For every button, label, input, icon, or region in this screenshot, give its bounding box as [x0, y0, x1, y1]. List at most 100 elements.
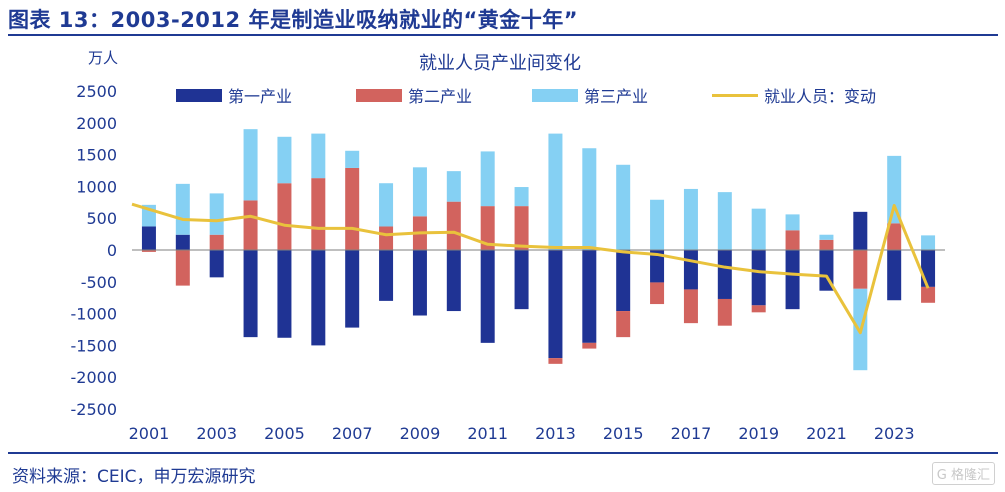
bar-segment — [921, 250, 936, 287]
bar-segment — [548, 358, 563, 364]
bar-segment — [683, 250, 698, 290]
x-tick-label: 2007 — [332, 424, 373, 443]
x-tick-label: 2023 — [874, 424, 915, 443]
bar-segment — [243, 250, 258, 338]
y-tick-label: 500 — [86, 209, 117, 228]
y-tick-label: -2500 — [71, 400, 118, 419]
bar-segment — [548, 133, 563, 250]
bar-segment — [345, 150, 360, 168]
bar-segment — [514, 206, 529, 250]
x-tick-label: 2021 — [806, 424, 847, 443]
bar-segment — [175, 234, 190, 250]
bar-segment — [141, 226, 156, 250]
footer-rule — [8, 452, 998, 454]
x-tick-label: 2005 — [264, 424, 305, 443]
bar-segment — [243, 200, 258, 250]
bar-segment — [548, 250, 563, 359]
employment-change-line — [131, 202, 930, 335]
bar-segment — [616, 164, 631, 250]
bar-segment — [209, 250, 224, 278]
y-tick-label: -2000 — [71, 368, 118, 387]
bar-segment — [277, 183, 292, 250]
bar-segment — [277, 136, 292, 184]
x-tick-label: 2019 — [738, 424, 779, 443]
x-tick-label: 2013 — [535, 424, 576, 443]
bar-segment — [311, 178, 326, 250]
bar-segment — [616, 250, 631, 312]
y-tick-label: -1000 — [71, 305, 118, 324]
bar-segment — [582, 250, 597, 343]
bar-segment — [717, 250, 732, 299]
y-tick-label: 1500 — [76, 146, 117, 165]
legend: 第一产业 第二产业 第三产业 就业人员：变动 — [176, 87, 876, 106]
line-layer — [131, 202, 930, 335]
bar-segment — [379, 226, 394, 250]
x-tick-label: 2011 — [467, 424, 508, 443]
title-rule — [8, 34, 998, 36]
bar-segment — [379, 250, 394, 301]
bar-segment — [717, 192, 732, 250]
bar-segment — [209, 234, 224, 250]
bar-segment — [785, 214, 800, 231]
bar-segment — [175, 183, 190, 235]
bar-segment — [650, 199, 665, 250]
watermark: G 格隆汇 — [931, 462, 995, 485]
bar-segment — [514, 187, 529, 207]
chart: 就业人员产业间变化 万人 第一产业 第二产业 第三产业 就业人员：变动 2500 200… — [71, 49, 945, 443]
legend-label: 就业人员：变动 — [764, 87, 876, 106]
y-axis: 2500 2000 1500 1000 500 0 -500 -1000 -1500 -2000 -… — [71, 82, 118, 419]
bars — [141, 129, 936, 371]
bar-segment — [650, 282, 665, 305]
bar-segment — [243, 129, 258, 201]
x-tick-label: 2017 — [671, 424, 712, 443]
bar-segment — [819, 239, 834, 250]
bar-segment — [751, 305, 766, 313]
bar-segment — [683, 289, 698, 324]
bar-segment — [480, 151, 495, 207]
legend-swatch — [532, 89, 578, 102]
chart-title: 就业人员产业间变化 — [419, 53, 581, 74]
y-tick-label: 2500 — [76, 82, 117, 101]
bar-segment — [582, 342, 597, 349]
y-tick-label: 2000 — [76, 114, 117, 133]
bar-segment — [480, 250, 495, 343]
bar-segment — [514, 250, 529, 310]
bar-segment — [311, 133, 326, 179]
bar-segment — [311, 250, 326, 346]
bar-segment — [412, 250, 427, 316]
bar-segment — [785, 250, 800, 310]
bar-segment — [751, 250, 766, 306]
legend-label: 第二产业 — [408, 87, 472, 106]
y-axis-unit: 万人 — [88, 49, 118, 67]
bar-segment — [853, 250, 868, 289]
bar-segment — [887, 155, 902, 224]
legend-swatch — [356, 89, 402, 102]
bar-segment — [650, 250, 665, 283]
bar-segment — [209, 193, 224, 235]
bar-segment — [819, 234, 834, 240]
bar-segment — [277, 250, 292, 338]
y-tick-label: 1000 — [76, 177, 117, 196]
bar-segment — [345, 250, 360, 328]
legend-swatch — [176, 89, 222, 102]
y-tick-label: 0 — [107, 241, 117, 260]
bar-segment — [616, 311, 631, 338]
x-tick-label: 2009 — [400, 424, 441, 443]
bar-segment — [175, 250, 190, 286]
bar-segment — [785, 230, 800, 250]
bar-segment — [751, 208, 766, 250]
bar-segment — [683, 188, 698, 250]
bar-segment — [887, 250, 902, 301]
bar-segment — [480, 206, 495, 250]
bar-segment — [921, 286, 936, 303]
bar-segment — [379, 183, 394, 227]
bar-segment — [853, 211, 868, 250]
bar-segment — [582, 148, 597, 250]
x-axis: 2001 2003 2005 2007 2009 2011 2013 2015 2017 2019… — [129, 424, 915, 443]
y-tick-label: -500 — [81, 273, 117, 292]
bar-segment — [412, 167, 427, 217]
figure-title: 图表 13：2003-2012 年是制造业吸纳就业的“黄金十年” — [8, 8, 579, 32]
x-tick-label: 2003 — [196, 424, 237, 443]
bar-segment — [446, 171, 461, 202]
x-tick-label: 2001 — [129, 424, 170, 443]
